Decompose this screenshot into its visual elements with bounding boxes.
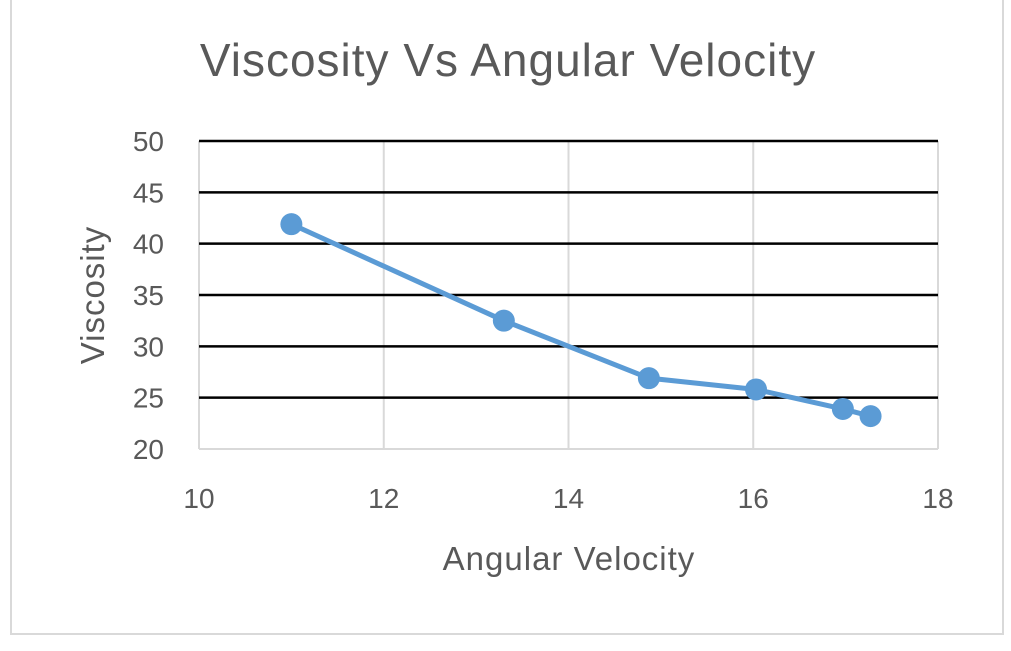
y-tick-label: 35 xyxy=(133,280,164,311)
x-tick-label: 12 xyxy=(368,483,399,514)
y-tick-label: 40 xyxy=(133,229,164,260)
x-tick-label: 16 xyxy=(738,483,769,514)
x-tick-label: 10 xyxy=(183,483,214,514)
data-point xyxy=(492,309,515,332)
y-tick-label: 20 xyxy=(133,434,164,465)
data-series xyxy=(280,213,882,428)
y-tick-label: 45 xyxy=(133,177,164,208)
series-line xyxy=(288,221,874,419)
x-tick-label: 14 xyxy=(553,483,584,514)
data-point xyxy=(859,405,882,428)
data-point xyxy=(745,378,768,401)
chart-title: Viscosity Vs Angular Velocity xyxy=(200,34,816,86)
data-point xyxy=(637,367,660,390)
y-tick-label: 30 xyxy=(133,331,164,362)
y-tick-labels: 50 45 40 35 30 25 20 xyxy=(133,126,164,465)
y-tick-label: 25 xyxy=(133,383,164,414)
x-axis-title: Angular Velocity xyxy=(443,540,696,577)
y-axis-title: Viscosity xyxy=(74,226,111,365)
gridlines xyxy=(198,139,939,449)
x-tick-labels: 10 12 14 16 18 xyxy=(183,483,953,514)
data-point xyxy=(280,213,303,236)
data-point xyxy=(831,397,854,420)
x-tick-label: 18 xyxy=(922,483,953,514)
y-tick-label: 50 xyxy=(133,126,164,157)
